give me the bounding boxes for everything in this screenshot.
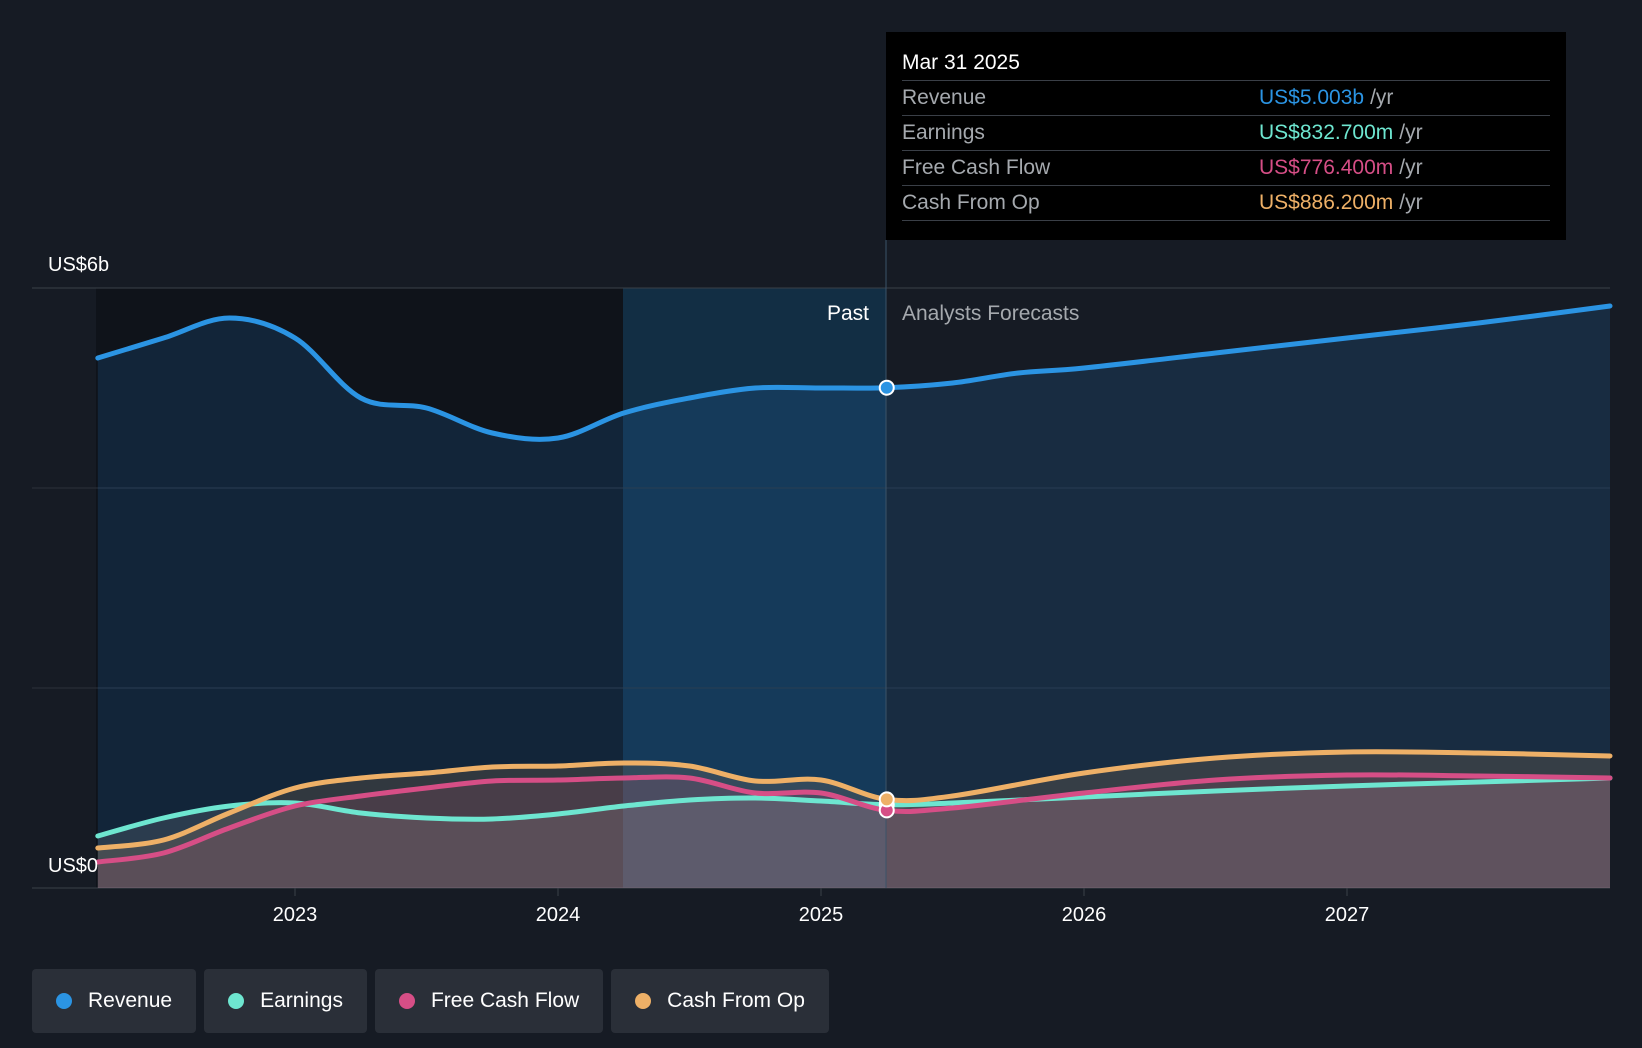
past-region-shade	[96, 288, 623, 888]
y-tick-bottom: US$0	[48, 855, 98, 877]
legend: Revenue Earnings Free Cash Flow Cash Fro…	[32, 969, 837, 1033]
marker-revenue[interactable]	[878, 379, 895, 396]
x-tick-label: 2024	[536, 904, 581, 926]
tooltip-value: US$5.003b	[1259, 86, 1365, 109]
legend-item-free-cash-flow[interactable]: Free Cash Flow	[374, 969, 604, 1033]
area-free-cash-flow	[97, 774, 1610, 888]
marker-cash-from-op[interactable]	[878, 791, 895, 808]
tooltip-label: Earnings	[902, 121, 985, 144]
legend-dot-icon	[635, 993, 652, 1009]
tooltip-value: US$776.400m	[1259, 156, 1394, 179]
legend-label: Revenue	[88, 989, 173, 1012]
tooltip-value: US$886.200m	[1259, 191, 1394, 214]
x-tick-label: 2023	[273, 904, 318, 926]
legend-item-cash-from-op[interactable]: Cash From Op	[611, 969, 829, 1033]
tooltip-unit: /yr	[1399, 156, 1423, 179]
y-tick-top: US$6b	[48, 254, 109, 276]
past-label: Past	[827, 302, 869, 325]
area-earnings	[97, 778, 1610, 888]
tooltip-label: Free Cash Flow	[902, 156, 1051, 179]
tooltip-row-cash-from-op: Cash From Op US$886.200m /yr	[902, 185, 1550, 221]
series-line-cash-from-op	[95, 749, 1613, 851]
chart: US$6b US$0 Past Analysts Forecasts 2023 2…	[32, 240, 1613, 926]
legend-item-earnings[interactable]: Earnings	[204, 969, 367, 1033]
tooltip-row-free-cash-flow: Free Cash Flow US$776.400m /yr	[902, 150, 1550, 185]
area-revenue	[97, 306, 1610, 888]
x-tick-label: 2026	[1062, 904, 1107, 926]
tooltip-row-revenue: Revenue US$5.003b /yr	[902, 80, 1550, 115]
tooltip-label: Revenue	[902, 86, 987, 109]
tooltip-unit: /yr	[1399, 191, 1423, 214]
tooltip: Mar 31 2025 Revenue US$5.003b /yr Earnin…	[886, 32, 1566, 240]
tooltip-date: Mar 31 2025	[902, 51, 1020, 74]
legend-item-revenue[interactable]: Revenue	[32, 969, 197, 1033]
tooltip-unit: /yr	[1370, 86, 1394, 109]
x-tick-label: 2027	[1325, 904, 1370, 926]
legend-label: Cash From Op	[667, 989, 805, 1012]
area-cash-from-op	[97, 751, 1610, 888]
series-line-revenue	[95, 303, 1613, 442]
x-tick-label: 2025	[799, 904, 844, 926]
tooltip-value: US$832.700m	[1259, 121, 1394, 144]
legend-dot-icon	[56, 993, 72, 1009]
legend-label: Free Cash Flow	[430, 989, 580, 1012]
legend-dot-icon	[398, 993, 415, 1009]
legend-label: Earnings	[260, 989, 343, 1012]
tooltip-label: Cash From Op	[902, 191, 1040, 214]
tooltip-unit: /yr	[1399, 121, 1423, 144]
tooltip-row-earnings: Earnings US$832.700m /yr	[902, 115, 1550, 150]
forecast-label: Analysts Forecasts	[902, 302, 1079, 325]
legend-dot-icon	[228, 993, 245, 1009]
series-line-free-cash-flow	[95, 772, 1613, 865]
